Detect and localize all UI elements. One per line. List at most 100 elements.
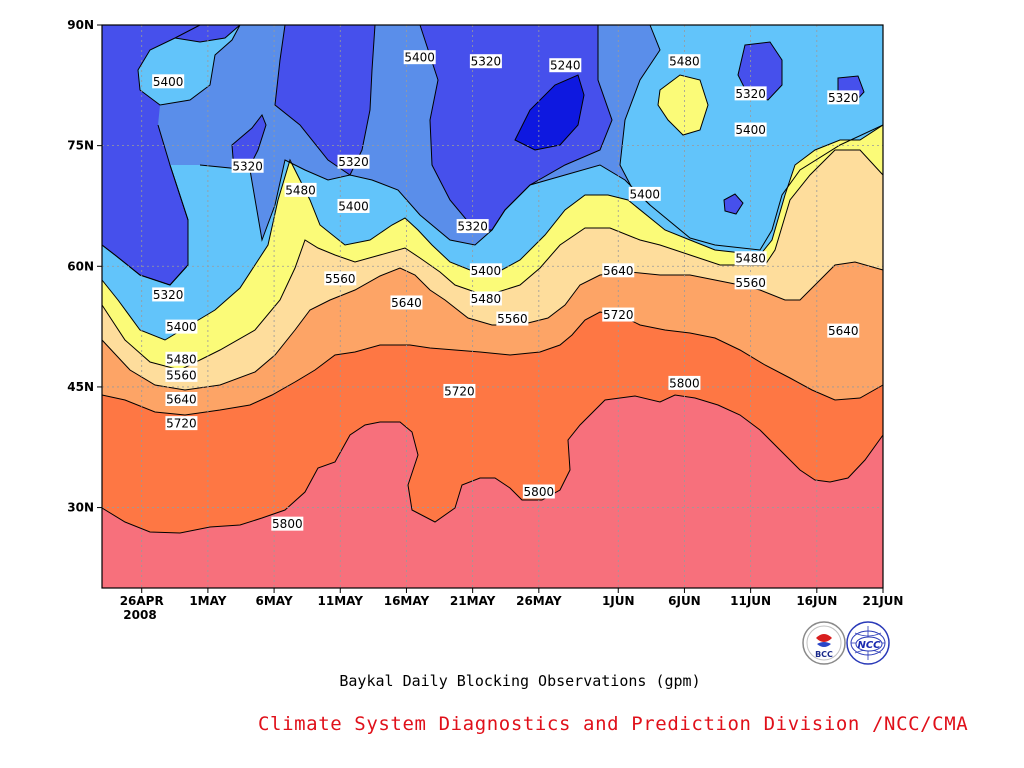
contour-label: 5320 [337, 154, 370, 169]
contour-label: 5720 [443, 383, 476, 398]
contour-5320-west [101, 24, 241, 286]
contour-label-text: 5640 [166, 392, 197, 406]
contour-label: 5400 [628, 186, 661, 201]
contour-label: 5400 [469, 263, 502, 278]
x-tick-label: 1JUN [602, 594, 635, 608]
contour-label: 5560 [165, 367, 198, 382]
contour-label-box [403, 50, 436, 65]
contour-label: 5640 [390, 295, 423, 310]
contour-label-box [827, 90, 860, 105]
contour-label-text: 5320 [153, 288, 184, 302]
y-tick-label: 60N [67, 259, 94, 273]
contour-label-box [165, 351, 198, 366]
plot-frame [101, 24, 884, 589]
contour-label-text: 5400 [735, 123, 766, 137]
contour-label-box [165, 319, 198, 334]
contour-5320-east1 [737, 41, 783, 101]
contour-label: 5320 [231, 158, 264, 173]
x-tick-label: 21MAY [450, 594, 496, 608]
x-tick-label: 16JUN [796, 594, 837, 608]
contour-label-box [165, 416, 198, 431]
x-tick-label: 6MAY [256, 594, 293, 608]
contour-label-text: 5400 [166, 320, 197, 334]
contour-label-text: 5800 [272, 517, 303, 531]
contour-label: 5400 [403, 50, 436, 65]
x-axis: 26APR 1MAY 6MAY 11MAY 16MAY 21MAY 26MAY 1JUN 6JU… [120, 588, 903, 608]
contour-label-box [522, 484, 555, 499]
contour-label-text: 5320 [457, 220, 488, 234]
contour-label-text: 5640 [828, 324, 859, 338]
contour-label-box [284, 182, 317, 197]
contour-label-box [390, 295, 423, 310]
contour-labels: 5400 5400 5320 5240 5480 5320 5320 5400 5320 5320… [152, 50, 860, 531]
contour-label-box [271, 516, 304, 531]
band-5240-5320-west [102, 25, 240, 285]
contour-label: 5800 [668, 375, 701, 390]
contour-label-box [165, 391, 198, 406]
contour-label: 5640 [165, 391, 198, 406]
contour-label-text: 5720 [603, 308, 634, 322]
contour-label-text: 5720 [444, 384, 475, 398]
contour-label: 5320 [152, 287, 185, 302]
band-5240-5320-dot [724, 194, 743, 214]
y-axis: 30N 45N 60N 75N 90N [67, 18, 102, 515]
contour-5480 [101, 124, 884, 341]
contour-label-box [469, 291, 502, 306]
contour-label: 5800 [271, 516, 304, 531]
contour-5320-dot [723, 193, 744, 215]
contour-label-text: 5560 [325, 272, 356, 286]
contour-label-text: 5800 [524, 485, 555, 499]
contour-label: 5560 [324, 271, 357, 286]
band-5480-5560-north [658, 75, 708, 135]
contour-label: 5560 [496, 311, 529, 326]
contour-label-box [734, 86, 767, 101]
contour-label-text: 5480 [669, 55, 700, 69]
contour-5720 [101, 311, 884, 416]
band-5240-5320-sliver [232, 115, 266, 170]
x-tick-label: 11MAY [318, 594, 364, 608]
contour-5800 [101, 394, 884, 534]
contour-label-box [628, 186, 661, 201]
contour-label-text: 5320 [338, 155, 369, 169]
contour-label-box [734, 275, 767, 290]
contour-label: 5560 [734, 275, 767, 290]
y-tick-label: 75N [67, 139, 94, 153]
contour-label-text: 5720 [166, 417, 197, 431]
contour-label-text: 5800 [669, 376, 700, 390]
contour-label-text: 5560 [735, 276, 766, 290]
bcc-logo-icon: BCC [802, 621, 846, 665]
contour-label-box [469, 54, 502, 69]
x-tick-label: 11JUN [730, 594, 771, 608]
credit-line: Climate System Diagnostics and Predictio… [258, 713, 969, 735]
bcc-logo-text: BCC [815, 650, 833, 659]
contour-label-text: 5320 [828, 91, 859, 105]
ncc-logo-icon: NCC [846, 621, 890, 665]
contour-label: 5480 [284, 182, 317, 197]
contour-label: 5400 [152, 74, 185, 89]
band-5240-5320-central [420, 25, 612, 230]
contour-label-box [337, 154, 370, 169]
contour-label-text: 5400 [629, 187, 660, 201]
contour-label-text: 5560 [497, 312, 528, 326]
contour-label-box [549, 58, 582, 73]
x-tick-label: 26MAY [516, 594, 562, 608]
band-5240-5320-north [275, 25, 375, 175]
contour-label-text: 5240 [550, 59, 581, 73]
contour-label-text: 5320 [735, 87, 766, 101]
ncc-logo-text: NCC [857, 640, 881, 651]
band-5240-5320-east1 [738, 42, 782, 100]
contour-label: 5480 [734, 251, 767, 266]
contour-label-text: 5480 [471, 292, 502, 306]
contour-label-box [734, 122, 767, 137]
contour-label: 5400 [337, 198, 370, 213]
contour-label-text: 5640 [603, 264, 634, 278]
contour-label: 5320 [456, 219, 489, 234]
contour-label-box [231, 158, 264, 173]
contour-label: 5320 [734, 86, 767, 101]
contour-label-text: 5560 [166, 368, 197, 382]
contour-label-text: 5640 [391, 296, 422, 310]
contour-5480-north [657, 74, 709, 136]
chart-caption: Baykal Daily Blocking Observations (gpm) [339, 672, 701, 690]
band-ge5800 [102, 395, 883, 588]
contour-label-box [827, 323, 860, 338]
